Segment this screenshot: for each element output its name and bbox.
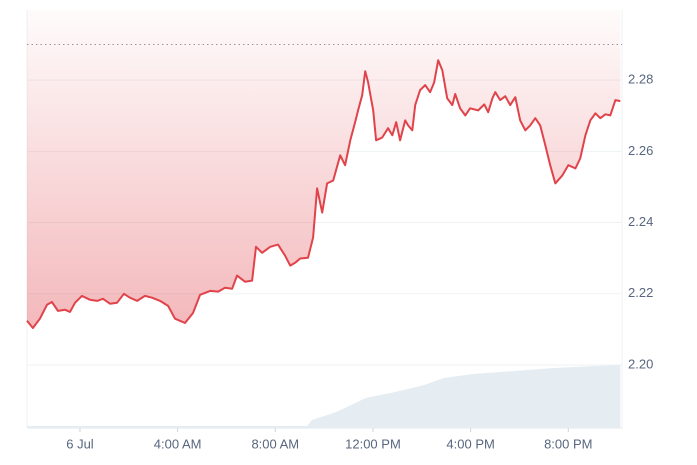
x-tick-label: 6 Jul (66, 436, 94, 451)
price-fill (27, 10, 621, 328)
x-tick-label: 4:00 PM (446, 436, 494, 451)
y-tick-label: 2.24 (628, 214, 653, 229)
y-tick-label: 2.26 (628, 143, 653, 158)
y-tick-label: 2.28 (628, 72, 653, 87)
price-line (26, 59, 621, 329)
x-tick-label: 8:00 AM (251, 436, 299, 451)
volume-area (27, 365, 621, 428)
y-tick-label: 2.20 (628, 356, 653, 371)
x-tick-label: 4:00 AM (154, 436, 202, 451)
y-tick-label: 2.22 (628, 285, 653, 300)
x-tick-label: 8:00 PM (544, 436, 592, 451)
plot (26, 10, 622, 428)
x-tick-label: 12:00 PM (345, 436, 401, 451)
